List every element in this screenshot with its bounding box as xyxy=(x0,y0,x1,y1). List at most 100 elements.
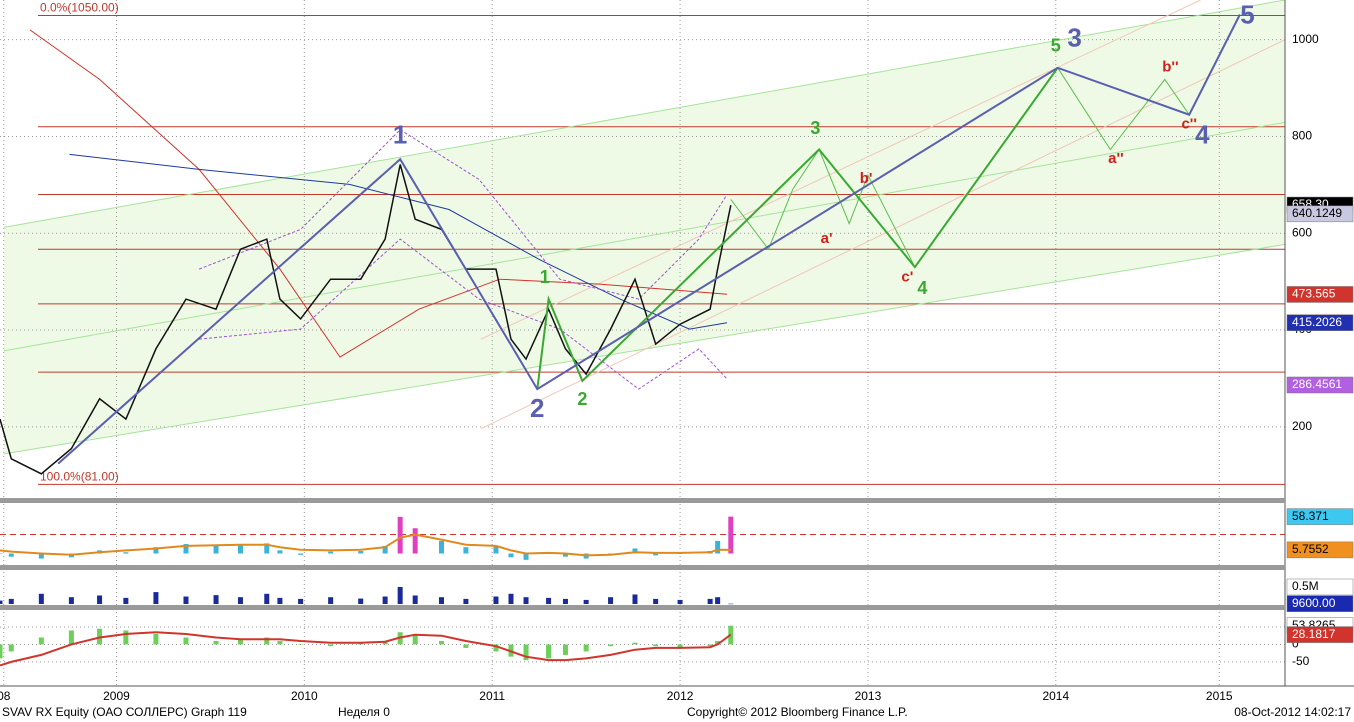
indicator-bar xyxy=(8,598,14,604)
indicator-bar xyxy=(562,553,568,557)
y-tick-label: 1000 xyxy=(1292,32,1319,46)
footer-copyright: Copyright© 2012 Bloomberg Finance L.P. xyxy=(687,705,908,719)
indicator-bar xyxy=(493,545,499,554)
indicator-bar xyxy=(412,528,418,554)
indicator-bar xyxy=(183,637,189,645)
price-tag xyxy=(1286,314,1354,331)
indicator-bar xyxy=(583,644,589,652)
y-tick-label: 600 xyxy=(1292,225,1312,239)
indicator-bar xyxy=(493,596,499,604)
indicator-bar xyxy=(264,593,270,604)
indicator-bar xyxy=(153,592,159,604)
x-tick-label: 2011 xyxy=(479,689,505,703)
wave-label: c'' xyxy=(1181,115,1196,132)
indicator-bar xyxy=(328,597,334,604)
footer-title: SVAV RX Equity (ОАО СОЛЛЕРС) Graph 119 xyxy=(2,705,247,719)
indicator-tag xyxy=(1286,541,1354,559)
wave-label: 1 xyxy=(393,119,407,149)
indicator-bar xyxy=(68,597,74,604)
x-tick-label: 2010 xyxy=(291,689,318,703)
indicator-bar xyxy=(546,597,552,604)
channel-fill xyxy=(3,0,1285,454)
indicator-bar xyxy=(382,596,388,604)
plot: 2004006008001000082009201020112012201320… xyxy=(0,0,1354,703)
indicator-bar xyxy=(213,545,219,554)
x-tick-label: 08 xyxy=(0,689,11,703)
indicator-bar xyxy=(298,553,304,555)
indicator-bar xyxy=(715,640,721,645)
indicator-bar xyxy=(412,633,418,645)
price-tag-label: 473.565 xyxy=(1292,287,1336,301)
indicator-bar xyxy=(153,633,159,645)
x-tick-label: 2014 xyxy=(1042,689,1069,703)
wave-label: 5 xyxy=(1051,36,1061,56)
series-line xyxy=(199,238,728,390)
wave-label: 1 xyxy=(540,267,550,287)
wave-label: 4 xyxy=(1195,119,1210,149)
wave-label: b' xyxy=(860,170,873,187)
x-tick-label: 2015 xyxy=(1206,689,1233,703)
price-tag-label: 415.2026 xyxy=(1292,315,1342,329)
indicator-bar xyxy=(183,596,189,604)
indicator-bar xyxy=(715,597,721,604)
indicator-bar xyxy=(523,553,529,560)
trendline xyxy=(3,0,1286,228)
indicator-bar xyxy=(68,630,74,645)
indicator-tag xyxy=(1286,578,1354,596)
indicator-bar xyxy=(546,644,552,659)
price-tag xyxy=(1286,205,1354,223)
indicator-bar xyxy=(38,553,44,559)
indicator-bar xyxy=(728,516,734,554)
indicator-bar xyxy=(523,644,529,661)
indicator-bar xyxy=(608,644,614,647)
indicator-bar xyxy=(707,598,713,604)
indicator-bar xyxy=(463,644,469,648)
indicator-tag-label: 5.7552 xyxy=(1292,542,1329,556)
indicator-bar xyxy=(562,598,568,604)
price-tag xyxy=(1286,376,1354,394)
y-tick-label: 800 xyxy=(1292,129,1312,143)
indicator-bar xyxy=(632,548,638,554)
wave-label: 3 xyxy=(810,118,820,138)
indicator-bar xyxy=(0,553,3,555)
indicator-bar xyxy=(438,597,444,604)
fib-label: 0.0%(1050.00) xyxy=(40,1,119,15)
series-line xyxy=(57,14,1241,465)
panel-separator xyxy=(0,498,1285,503)
indicator-bar xyxy=(123,552,129,554)
indicator-bar xyxy=(358,598,364,604)
indicator-bar xyxy=(97,595,103,604)
y-tick-label: 200 xyxy=(1292,419,1312,433)
wave-label: 3 xyxy=(1067,23,1081,53)
indicator-bar xyxy=(653,644,659,647)
indicator-bar xyxy=(153,547,159,554)
series-line xyxy=(1057,67,1190,151)
panel-separator xyxy=(0,605,1285,610)
indicator-bar xyxy=(38,593,44,604)
indicator-bar xyxy=(463,547,469,554)
indicator-bar xyxy=(8,644,14,652)
indicator-bar xyxy=(653,553,659,556)
indicator-line xyxy=(0,631,732,667)
indicator-bar xyxy=(382,545,388,554)
indicator-bar xyxy=(298,598,304,604)
indicator-bar xyxy=(277,597,283,604)
price-tag-label: 286.4561 xyxy=(1292,377,1342,391)
indicator-bar xyxy=(397,516,403,554)
series-line xyxy=(536,67,1059,390)
indicator-bar xyxy=(508,593,514,604)
x-tick-label: 2013 xyxy=(855,689,882,703)
indicator-bar xyxy=(264,543,270,554)
fib-label: 100.0%(81.00) xyxy=(40,470,119,484)
indicator-bar xyxy=(123,597,129,604)
indicator-bar xyxy=(358,550,364,554)
indicator-bar xyxy=(677,599,683,604)
indicator-bar xyxy=(237,544,243,554)
indicator-bar xyxy=(562,644,568,655)
x-tick-label: 2009 xyxy=(103,689,130,703)
indicator-bar xyxy=(707,644,713,647)
wave-label: 5 xyxy=(1240,0,1254,29)
price-tag xyxy=(1286,286,1354,303)
indicator-bar xyxy=(653,598,659,604)
indicator-tag xyxy=(1286,508,1354,525)
